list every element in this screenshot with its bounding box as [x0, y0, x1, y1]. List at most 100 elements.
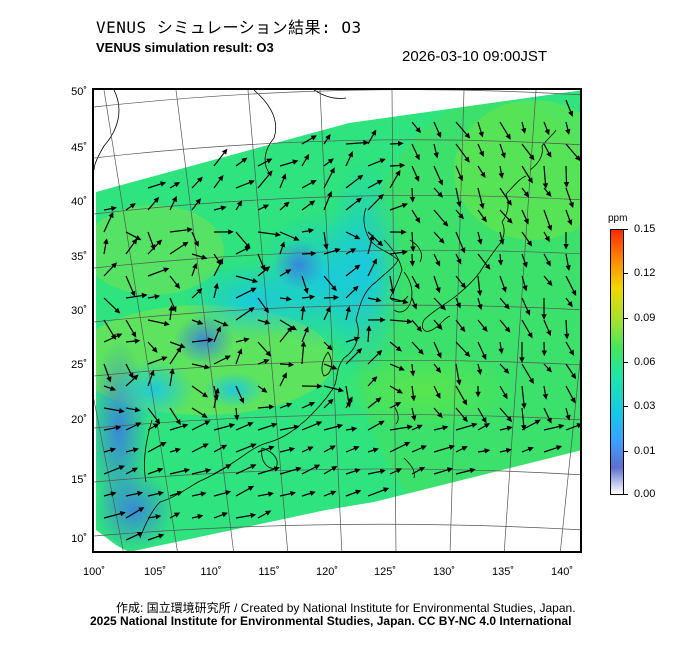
wind-vector-head — [273, 466, 280, 472]
wind-vector-head — [418, 466, 426, 472]
wind-vector-head — [264, 319, 271, 325]
wind-vector-head — [574, 155, 580, 161]
wind-vector-head — [477, 238, 483, 245]
wind-vector-head — [461, 446, 468, 452]
wind-vector-head — [396, 388, 403, 394]
wind-vector-head — [264, 266, 271, 272]
wind-vector-head — [197, 319, 204, 325]
wind-vector-head — [266, 170, 273, 177]
wind-vector-head — [163, 320, 170, 327]
wind-vector-head — [333, 294, 340, 301]
wind-vector-head — [163, 267, 170, 273]
wind-vector-head — [160, 441, 167, 447]
wind-vector-head — [327, 158, 334, 164]
wind-vector-head — [128, 372, 134, 379]
wind-vector-head — [534, 419, 541, 425]
wind-vector-head — [525, 309, 531, 316]
wind-vector-head — [325, 133, 331, 141]
wind-vector-head — [175, 419, 181, 426]
wind-vector-head — [369, 234, 375, 241]
wind-vector-head — [308, 228, 315, 234]
wind-vector-head — [193, 240, 199, 247]
wind-vector-head — [201, 391, 209, 398]
wind-vector-head — [202, 443, 209, 449]
wind-vector-head — [542, 183, 549, 189]
wind-vector-head — [462, 416, 468, 423]
wind-vector-head — [300, 340, 307, 347]
wind-vector-head — [136, 531, 144, 537]
wind-vector-head — [137, 490, 144, 497]
wind-vector-head — [173, 512, 181, 518]
wind-vector-head — [372, 447, 379, 453]
wind-vector-head — [110, 205, 117, 212]
wind-vector-head — [436, 131, 442, 138]
wind-vector-head — [464, 132, 471, 139]
wind-vector-head — [214, 387, 220, 394]
wind-vector-head — [182, 423, 189, 429]
wind-vector-head — [498, 348, 504, 355]
wind-vector-head — [265, 510, 272, 516]
wind-vector-head — [478, 150, 484, 157]
wind-vector-head — [108, 211, 114, 219]
wind-vector-head — [401, 249, 408, 256]
colorbar-label-0.00: 0.00 — [634, 488, 656, 500]
wind-vector-head — [395, 468, 403, 474]
wind-vector-head — [528, 377, 534, 385]
wind-vector-head — [395, 169, 401, 177]
wind-vector-head — [371, 376, 378, 383]
wind-vector-head — [372, 258, 377, 265]
colorbar-tick — [624, 318, 628, 319]
wind-vector-head — [109, 447, 117, 453]
colorbar-tick — [624, 406, 628, 407]
wind-vector-head — [248, 307, 255, 313]
wind-vector-head — [268, 445, 275, 451]
wind-vector-head — [153, 196, 160, 203]
wind-vector-head — [275, 231, 282, 238]
wind-vector-head — [234, 414, 240, 421]
lon-label-125: 125˚ — [373, 566, 397, 578]
wind-vector-head — [404, 441, 411, 447]
wind-vector-head — [433, 152, 439, 159]
wind-vector-head — [350, 248, 357, 254]
colorbar — [610, 229, 624, 495]
wind-vector-head — [501, 286, 507, 293]
wind-vector-head — [354, 234, 361, 240]
lat-label-20: 20˚ — [71, 414, 87, 426]
wind-vector-head — [415, 217, 421, 224]
wind-vector-head — [329, 445, 336, 451]
wind-vector-head — [375, 397, 382, 403]
wind-vector-head — [131, 467, 139, 473]
wind-vector-head — [201, 412, 208, 418]
wind-vector-head — [546, 329, 552, 337]
wind-vector-head — [541, 350, 547, 357]
wind-vector-head — [506, 425, 513, 431]
wind-vector-head — [250, 287, 257, 293]
wind-vector-head — [436, 323, 443, 330]
wind-vector-head — [221, 512, 228, 518]
wind-vector-head — [176, 490, 183, 497]
wind-vector-head — [283, 201, 290, 208]
wind-vector-head — [309, 200, 316, 206]
wind-vector-head — [526, 240, 533, 247]
wind-vector-head — [345, 305, 351, 313]
wind-vector-head — [527, 332, 533, 339]
colorbar-label-0.15: 0.15 — [634, 223, 656, 235]
wind-vector-head — [376, 349, 383, 356]
wind-vector-head — [290, 325, 297, 331]
lon-label-100: 100˚ — [82, 566, 106, 578]
lat-label-15: 15˚ — [71, 474, 87, 486]
wind-vector-head — [203, 364, 211, 370]
wind-vector-head — [118, 465, 125, 471]
wind-vector-head — [316, 383, 323, 389]
wind-vector-head — [286, 326, 293, 333]
wind-vector-head — [289, 446, 296, 453]
wind-vector-head — [286, 402, 293, 408]
wind-vector-head — [570, 397, 576, 404]
wind-vector-head — [504, 326, 511, 333]
wind-vector-head — [168, 305, 174, 311]
colorbar-label-0.06: 0.06 — [634, 356, 656, 368]
wind-vector-head — [440, 304, 446, 311]
wind-vector-head — [568, 110, 574, 117]
wind-vector-head — [286, 296, 292, 302]
wind-vector-head — [545, 260, 551, 267]
